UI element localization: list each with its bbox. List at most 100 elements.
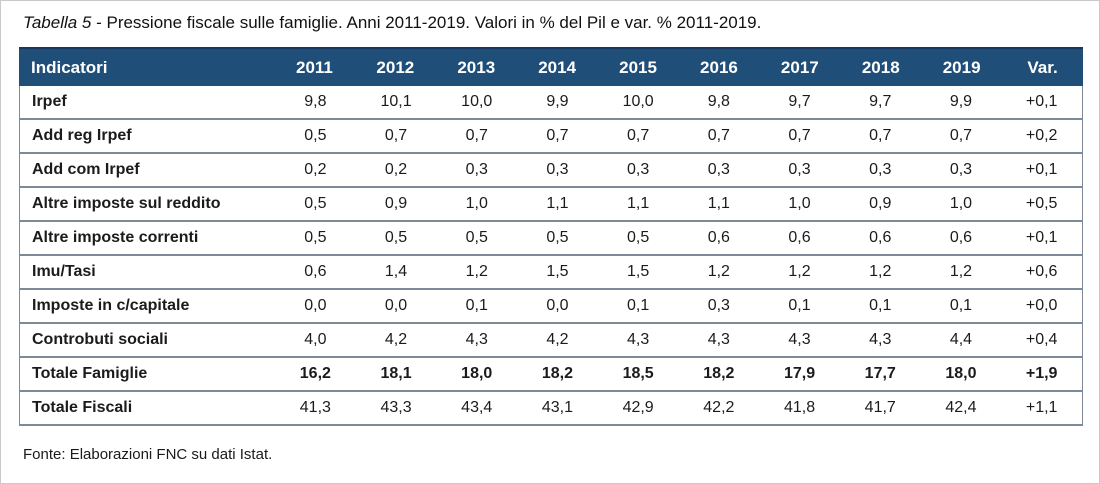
row-label: Totale Famiglie <box>32 365 148 382</box>
table-title-text: - Pressione fiscale sulle famiglie. Anni… <box>91 13 762 32</box>
cell-value: 1,2 <box>788 263 811 280</box>
cell-value: 10,1 <box>380 93 412 110</box>
source-note: Fonte: Elaborazioni FNC su dati Istat. <box>23 446 273 463</box>
cell-value: 9,7 <box>869 93 892 110</box>
cell-value: 1,2 <box>949 263 973 280</box>
cell-value: 0,3 <box>707 161 730 178</box>
cell-value: 0,7 <box>384 127 408 144</box>
cell-value: +0,6 <box>1025 263 1058 280</box>
cell-value: 0,1 <box>788 297 811 314</box>
row-label: Imu/Tasi <box>32 263 96 280</box>
cell-value: 0,5 <box>465 229 488 246</box>
cell-value: 1,2 <box>707 263 730 280</box>
cell-value: 0,2 <box>304 161 327 178</box>
table-row: Totale Famiglie 16,2 18,1 18,0 18,2 18,5 18,2 1… <box>20 358 1082 392</box>
cell-value: 18,2 <box>703 365 735 382</box>
cell-value: 0,9 <box>869 195 892 212</box>
cell-value: 0,3 <box>949 161 973 178</box>
table-header-row: Indicatori 2011 2012 2013 2014 2015 2016… <box>19 47 1083 86</box>
cell-value: 0,5 <box>546 229 569 246</box>
cell-value: 0,0 <box>546 297 569 314</box>
cell-value: 0,6 <box>788 229 811 246</box>
cell-value: 43,3 <box>380 399 412 416</box>
cell-value: 0,5 <box>304 127 327 144</box>
cell-value: 1,1 <box>707 195 730 212</box>
data-table: Indicatori 2011 2012 2013 2014 2015 2016… <box>19 47 1083 426</box>
cell-value: 16,2 <box>299 365 331 382</box>
header-cell-indicatori: Indicatori <box>31 57 108 77</box>
cell-value: +1,1 <box>1025 399 1058 416</box>
header-cell-2017: 2017 <box>780 57 819 77</box>
header-cell-2015: 2015 <box>619 57 657 77</box>
cell-value: 0,7 <box>465 127 488 144</box>
cell-value: 9,8 <box>304 93 327 110</box>
cell-value: 4,2 <box>546 331 569 348</box>
header-cell-2014: 2014 <box>538 57 577 77</box>
cell-value: +0,2 <box>1025 127 1058 144</box>
cell-value: 0,1 <box>627 297 650 314</box>
cell-value: 0,3 <box>627 161 650 178</box>
cell-value: 0,3 <box>707 297 730 314</box>
cell-value: 1,0 <box>465 195 488 212</box>
table-row: Imu/Tasi 0,6 1,4 1,2 1,5 1,5 1,2 1,2 1,2 1,2 +0,6 <box>20 256 1082 290</box>
cell-value: 4,4 <box>949 331 973 348</box>
cell-value: +0,1 <box>1025 93 1058 110</box>
cell-value: 9,8 <box>707 93 730 110</box>
row-label: Add reg Irpef <box>32 127 132 144</box>
cell-value: 0,1 <box>465 297 488 314</box>
cell-value: 18,0 <box>461 365 493 382</box>
header-cell-2011: 2011 <box>296 57 333 77</box>
cell-value: 17,7 <box>864 365 896 382</box>
table-row: Altre imposte sul reddito 0,5 0,9 1,0 1,1 1,1… <box>20 188 1082 222</box>
cell-value: 9,9 <box>949 93 973 110</box>
table-row: Add com Irpef 0,2 0,2 0,3 0,3 0,3 0,3 0,3 0,3 0,3… <box>20 154 1082 188</box>
header-cell-2018: 2018 <box>861 57 900 77</box>
header-cell-var: Var. <box>1027 57 1058 77</box>
row-label: Add com Irpef <box>32 161 140 178</box>
cell-value: 1,0 <box>949 195 973 212</box>
cell-value: 0,3 <box>869 161 892 178</box>
cell-value: 0,5 <box>384 229 408 246</box>
cell-value: 0,6 <box>949 229 973 246</box>
cell-value: 0,2 <box>384 161 408 178</box>
cell-value: 0,0 <box>384 297 408 314</box>
cell-value: 4,2 <box>384 331 408 348</box>
cell-value: 18,5 <box>622 365 654 382</box>
cell-value: 42,2 <box>703 399 735 416</box>
header-cell-2019: 2019 <box>942 57 981 77</box>
cell-value: 0,7 <box>546 127 569 144</box>
table-title: Tabella 5 - Pressione fiscale sulle fami… <box>23 11 1099 35</box>
cell-value: 0,5 <box>627 229 650 246</box>
cell-value: 1,1 <box>627 195 650 212</box>
header-cell-2012: 2012 <box>376 57 415 77</box>
header-cell-2013: 2013 <box>457 57 496 77</box>
cell-value: 0,7 <box>949 127 973 144</box>
cell-value: 4,3 <box>627 331 650 348</box>
row-label: Irpef <box>32 93 67 110</box>
cell-value: 0,6 <box>707 229 730 246</box>
cell-value: 43,1 <box>541 399 574 416</box>
table-row: Totale Fiscali 41,3 43,3 43,4 43,1 42,9 42,2 41… <box>20 392 1082 426</box>
cell-value: +0,1 <box>1025 161 1058 178</box>
cell-value: 0,1 <box>869 297 892 314</box>
cell-value: 1,0 <box>788 195 811 212</box>
cell-value: 17,9 <box>783 365 816 382</box>
cell-value: 9,9 <box>546 93 569 110</box>
cell-value: 0,0 <box>304 297 327 314</box>
cell-value: 41,8 <box>783 399 816 416</box>
cell-value: 41,3 <box>299 399 331 416</box>
table-row: Irpef 9,8 10,1 10,0 9,9 10,0 9,8 9,7 9,7 9,9 +0,1 <box>20 86 1082 120</box>
table-row: Add reg Irpef 0,5 0,7 0,7 0,7 0,7 0,7 0,7 0,7 0,7… <box>20 120 1082 154</box>
cell-value: 0,7 <box>788 127 811 144</box>
cell-value: 0,3 <box>546 161 569 178</box>
cell-value: 10,0 <box>461 93 493 110</box>
row-label: Altre imposte sul reddito <box>32 195 221 212</box>
row-label: Controbuti sociali <box>32 331 168 348</box>
cell-value: 0,5 <box>304 229 327 246</box>
cell-value: +0,4 <box>1025 331 1058 348</box>
cell-value: 43,4 <box>461 399 493 416</box>
cell-value: 9,7 <box>788 93 811 110</box>
cell-value: 1,1 <box>546 195 569 212</box>
cell-value: 0,7 <box>627 127 650 144</box>
